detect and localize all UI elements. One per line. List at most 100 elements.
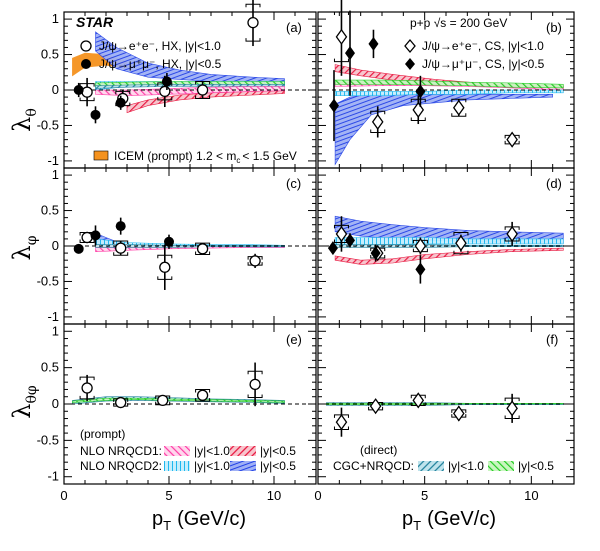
x-tick-label: 5 bbox=[165, 488, 172, 503]
y-tick-label: -1 bbox=[47, 469, 59, 484]
point-mm-filled-diamond bbox=[345, 46, 355, 61]
point-ee-open-circle bbox=[115, 242, 127, 254]
legend-prompt: (prompt) bbox=[80, 427, 125, 441]
legend-nlo1-y05-swatch bbox=[230, 446, 256, 456]
point-ee-open-circle bbox=[115, 396, 127, 409]
legend-open-diamond bbox=[404, 38, 416, 54]
point-ee-open-diamond bbox=[506, 225, 518, 243]
band-cgc_y05-panel-4 bbox=[72, 397, 285, 403]
y-tick-label: 1 bbox=[52, 11, 59, 26]
point-mm-filled-diamond bbox=[327, 241, 338, 256]
point-ee-open-diamond bbox=[506, 400, 518, 417]
panel-label-d: (d) bbox=[546, 176, 562, 191]
legend-cs-ee: J/ψ→e⁺e⁻, CS, |y|<1.0 bbox=[422, 39, 544, 53]
energy-label: p+p √s = 200 GeV bbox=[410, 16, 507, 30]
y-tick-label: 0 bbox=[52, 238, 59, 253]
legend-cgc-y10-swatch bbox=[418, 461, 444, 471]
panel-label-f: (f) bbox=[546, 332, 558, 347]
legend-nlo2-y10-swatch bbox=[164, 461, 190, 471]
ylabel-theta-phi: λθφ bbox=[8, 385, 40, 419]
axes: -1-0.500.51-1-0.500.51-1-0.500.510 5 10 0 5 1… bbox=[37, 11, 575, 503]
legend-nlo1-y10-swatch bbox=[164, 446, 190, 456]
legend-filled-circle bbox=[81, 59, 91, 69]
point-mm-filled-diamond bbox=[329, 98, 339, 113]
legend-cgc-y05-swatch bbox=[488, 461, 514, 471]
y-tick-label: 0 bbox=[52, 82, 59, 97]
band-nlo1_y05-panel-0 bbox=[126, 90, 285, 114]
legend-cgc-y05: |y|<0.5 bbox=[518, 459, 554, 473]
panel-labels: (a) (b) (c) (d) (e) (f) bbox=[286, 20, 562, 347]
point-ee-open-diamond bbox=[335, 28, 348, 45]
legend-direct: (direct) bbox=[360, 443, 397, 457]
panel-label-e: (e) bbox=[286, 332, 302, 347]
y-tick-label: -0.5 bbox=[37, 273, 59, 288]
x-tick-label: 10 bbox=[267, 488, 281, 503]
point-ee-open-diamond bbox=[455, 235, 467, 252]
x-tick-label: 10 bbox=[524, 488, 538, 503]
legend-open-circle bbox=[80, 40, 92, 52]
y-tick-label: 0.5 bbox=[41, 47, 59, 62]
legend-filled-diamond bbox=[405, 58, 415, 70]
legend-hx-mm: J/ψ→μ⁺μ⁻, HX, |y|<0.5 bbox=[99, 57, 222, 71]
band-nlo1_y05-panel-3 bbox=[334, 247, 564, 265]
point-ee-open-circle bbox=[159, 85, 171, 98]
legend-cgc-y10: |y|<1.0 bbox=[448, 459, 484, 473]
point-ee-open-circle bbox=[196, 243, 209, 255]
ylabel-theta: λθ bbox=[8, 108, 40, 132]
y-tick-label: -0.5 bbox=[37, 117, 59, 132]
panel-label-c: (c) bbox=[286, 176, 301, 191]
ylabel-phi: λφ bbox=[8, 235, 40, 260]
point-ee-open-circle bbox=[81, 86, 93, 98]
sys-bracket-ee bbox=[195, 80, 211, 100]
y-tick-label: 0.5 bbox=[41, 203, 59, 218]
xlabel-left: pT (GeV/c) bbox=[152, 508, 246, 533]
point-mm-filled-diamond bbox=[368, 36, 379, 51]
legend-icem-swatch bbox=[93, 150, 109, 161]
y-tick-label: 0 bbox=[52, 396, 59, 411]
model-bands bbox=[72, 31, 564, 406]
zero-lines bbox=[64, 89, 574, 405]
sys-bracket-ee bbox=[195, 242, 211, 256]
point-ee-open-diamond bbox=[369, 398, 382, 415]
point-mm-filled-diamond bbox=[370, 246, 381, 261]
point-ee-open-diamond bbox=[412, 101, 425, 118]
point-mm-filled-circle bbox=[73, 243, 84, 254]
legend-nlo1: NLO NRQCD1: bbox=[80, 444, 162, 458]
legend-cs-mm: J/ψ→μ⁺μ⁻, CS, |y|<0.5 bbox=[422, 57, 545, 71]
band-nlo2_y05-panel-1 bbox=[334, 94, 553, 166]
x-tick-label: 0 bbox=[60, 488, 67, 503]
point-mm-filled-circle bbox=[115, 221, 126, 232]
y-tick-label: -1 bbox=[47, 153, 59, 168]
panel-label-b: (b) bbox=[546, 20, 562, 35]
point-ee-open-diamond bbox=[506, 131, 518, 148]
legend-nlo2-y05-swatch bbox=[230, 461, 256, 471]
point-mm-filled-diamond bbox=[415, 84, 426, 99]
point-ee-open-circle bbox=[249, 255, 261, 267]
legend-nlo2-y10: |y|<1.0 bbox=[194, 459, 230, 473]
point-ee-open-circle bbox=[81, 231, 93, 244]
y-tick-label: -1 bbox=[47, 309, 59, 324]
y-tick-label: 0.5 bbox=[41, 360, 59, 375]
point-ee-open-diamond bbox=[371, 113, 384, 131]
legend-hx-ee: J/ψ→e⁺e⁻, HX, |y|<1.0 bbox=[99, 39, 221, 53]
point-mm-filled-circle bbox=[164, 236, 174, 247]
legend-nlo1-y05: |y|<0.5 bbox=[260, 444, 296, 458]
point-ee-open-circle bbox=[81, 382, 93, 394]
legend-nlo2: NLO NRQCD2: bbox=[80, 459, 162, 473]
data-points bbox=[73, 0, 520, 437]
y-tick-label: 1 bbox=[52, 323, 59, 338]
y-tick-label: -0.5 bbox=[37, 432, 59, 447]
point-ee-open-circle bbox=[196, 84, 209, 96]
point-ee-open-diamond bbox=[412, 392, 425, 409]
point-ee-open-diamond bbox=[335, 225, 348, 243]
point-ee-open-circle bbox=[159, 261, 171, 273]
point-ee-open-circle bbox=[247, 16, 259, 29]
point-ee-open-diamond bbox=[453, 99, 465, 116]
panel-label-a: (a) bbox=[286, 20, 302, 35]
point-mm-filled-diamond bbox=[345, 233, 355, 248]
point-mm-filled-circle bbox=[90, 109, 101, 120]
point-ee-open-diamond bbox=[335, 414, 348, 431]
legend-nlo1-y10: |y|<1.0 bbox=[194, 444, 230, 458]
point-mm-filled-circle bbox=[161, 76, 172, 87]
